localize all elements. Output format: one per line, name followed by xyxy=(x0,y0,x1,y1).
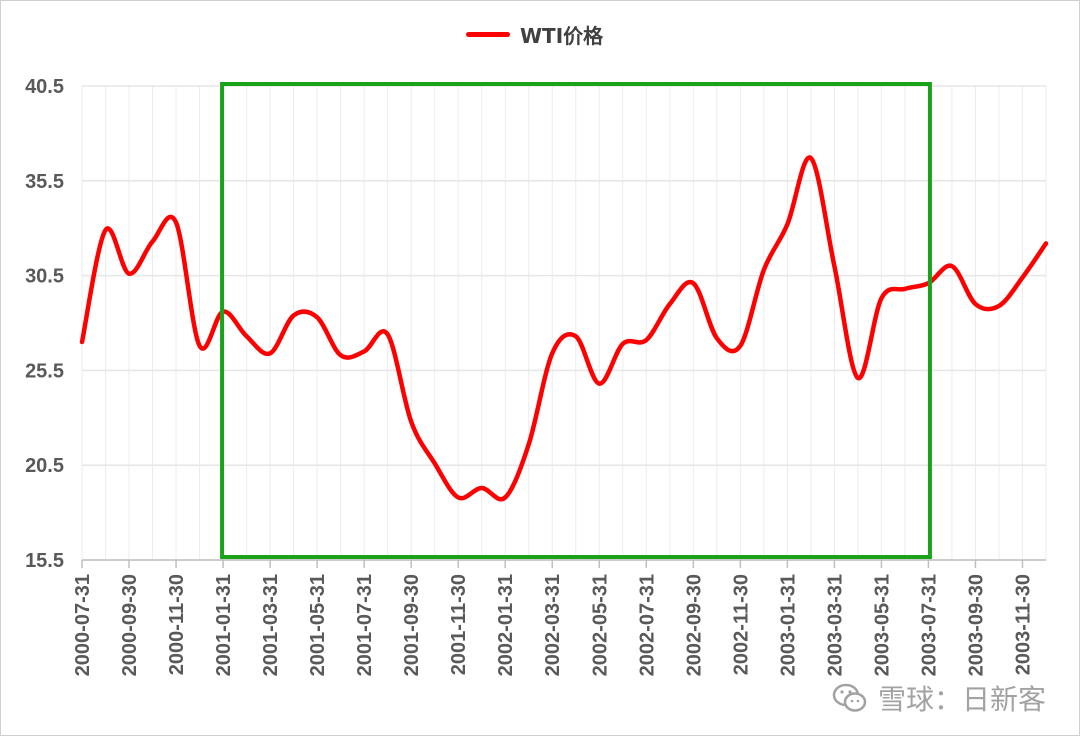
y-tick-label: 15.5 xyxy=(25,550,64,572)
x-tick-label: 2002-03-31 xyxy=(542,574,564,676)
legend-label: WTI价格 xyxy=(520,24,604,48)
x-tick-label: 2001-03-31 xyxy=(260,574,282,676)
y-tick-label: 30.5 xyxy=(25,266,64,288)
x-tick-label: 2002-11-30 xyxy=(730,574,752,675)
series-line-wti xyxy=(79,155,1049,502)
legend[interactable]: WTI价格 xyxy=(466,20,603,49)
x-tick-label: 2002-01-31 xyxy=(495,574,517,676)
x-tick-label: 2003-09-30 xyxy=(965,574,987,676)
x-tick-label: 2000-09-30 xyxy=(119,574,141,676)
x-tick-label: 2000-11-30 xyxy=(166,574,188,675)
x-tick-label: 2003-03-31 xyxy=(824,574,846,676)
x-tick-label: 2001-05-31 xyxy=(307,574,329,676)
x-tick-label: 2002-09-30 xyxy=(683,574,705,676)
legend-swatch xyxy=(466,32,510,37)
y-tick-label: 35.5 xyxy=(25,171,64,193)
watermark-text: 雪球：日新客 xyxy=(877,683,1046,716)
x-tick-label: 2001-01-31 xyxy=(213,574,235,676)
x-tick-label: 2001-11-30 xyxy=(448,574,470,675)
x-tick-label: 2002-05-31 xyxy=(589,574,611,676)
wechat-icon xyxy=(832,683,867,712)
watermark: 雪球：日新客 xyxy=(830,678,1046,718)
x-tick-label: 2003-05-31 xyxy=(871,574,893,676)
x-tick-label: 2003-01-31 xyxy=(777,574,799,676)
x-tick-label: 2001-07-31 xyxy=(354,574,376,676)
x-tick-label: 2000-07-31 xyxy=(72,574,94,676)
highlight-box xyxy=(220,82,932,559)
x-tick-label: 2001-09-30 xyxy=(401,574,423,676)
x-tick-label: 2003-07-31 xyxy=(918,574,940,676)
y-tick-label: 20.5 xyxy=(25,455,64,477)
y-tick-label: 25.5 xyxy=(25,360,64,382)
x-tick-label: 2003-11-30 xyxy=(1012,574,1034,675)
y-tick-label: 40.5 xyxy=(25,76,64,98)
x-tick-label: 2002-07-31 xyxy=(636,574,658,676)
